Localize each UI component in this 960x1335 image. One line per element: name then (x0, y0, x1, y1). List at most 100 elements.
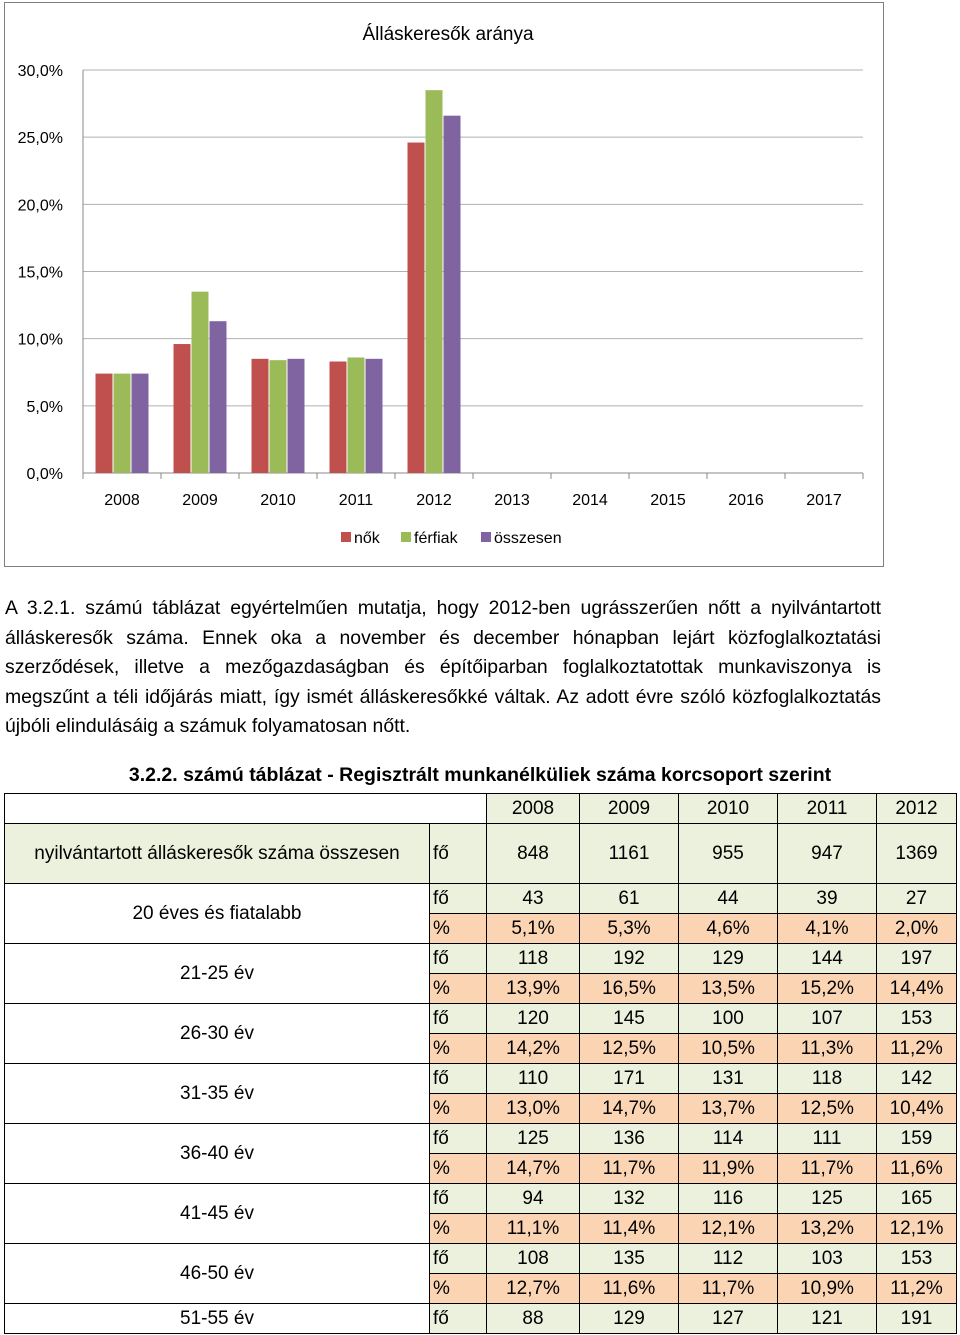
count-cell: 135 (579, 1243, 679, 1274)
percent-cell: 16,5% (579, 973, 679, 1004)
total-value: 955 (678, 823, 778, 884)
x-tick-label: 2012 (416, 492, 452, 509)
unit-cell: fő (429, 1303, 487, 1334)
count-cell: 118 (486, 943, 580, 974)
count-cell: 110 (486, 1063, 580, 1094)
legend-label: nők (354, 530, 381, 547)
percent-cell: 13,9% (486, 973, 580, 1004)
unit-cell: % (429, 1213, 487, 1244)
unit-cell: % (429, 1093, 487, 1124)
bar-összesen (443, 115, 461, 473)
x-tick-label: 2011 (339, 492, 374, 509)
percent-cell: 14,2% (486, 1033, 580, 1064)
total-value: 1369 (876, 823, 957, 884)
percent-cell: 10,4% (876, 1093, 957, 1124)
table-row: 41-45 év fő 94 132 116 125 165 (4, 1183, 957, 1244)
count-cell: 108 (486, 1243, 580, 1274)
x-tick-label: 2013 (494, 492, 530, 509)
percent-cell: 12,5% (579, 1033, 679, 1064)
bar-chart: Álláskeresők aránya 0,0% 5,0% 10,0% 15,0% 20,… (18, 24, 864, 547)
bar-összesen (209, 321, 227, 473)
count-cell: 125 (777, 1183, 877, 1214)
unit-cell: fő (429, 823, 487, 884)
count-cell: 116 (678, 1183, 778, 1214)
percent-cell: 13,7% (678, 1093, 778, 1124)
year-header: 2011 (777, 793, 877, 824)
count-cell: 44 (678, 883, 778, 914)
legend-label: összesen (494, 530, 562, 547)
count-cell: 197 (876, 943, 957, 974)
unit-cell: fő (429, 1063, 487, 1094)
count-cell: 27 (876, 883, 957, 914)
y-tick-label: 30,0% (18, 63, 63, 80)
count-cell: 107 (777, 1003, 877, 1034)
y-tick-label: 25,0% (18, 130, 63, 147)
percent-cell: 4,1% (777, 913, 877, 944)
year-header: 2010 (678, 793, 778, 824)
table-row: 51-55 év fő 88 129 127 121 191 (4, 1303, 957, 1334)
age-group-label: 36-40 év (4, 1123, 430, 1184)
age-group-label: 41-45 év (4, 1183, 430, 1244)
count-cell: 192 (579, 943, 679, 974)
count-cell: 39 (777, 883, 877, 914)
percent-cell: 11,2% (876, 1033, 957, 1064)
year-header: 2009 (579, 793, 679, 824)
unit-cell: % (429, 1153, 487, 1184)
y-tick-label: 10,0% (18, 332, 63, 349)
percent-cell: 11,6% (579, 1273, 679, 1304)
count-cell: 88 (486, 1303, 580, 1334)
body-paragraph: A 3.2.1. számú táblázat egyértelműen mut… (5, 597, 881, 737)
percent-cell: 14,4% (876, 973, 957, 1004)
table-row: 26-30 év fő 120 145 100 107 153 (4, 1003, 957, 1064)
count-cell: 131 (678, 1063, 778, 1094)
table-row: % 12,7% 11,6% 11,7% 10,9% 11,2% (5, 1273, 957, 1304)
table-row: 20 éves és fiatalabb fő 43 61 44 39 27 (4, 883, 957, 944)
unit-cell: % (429, 913, 487, 944)
x-tick-label: 2016 (728, 492, 764, 509)
count-cell: 136 (579, 1123, 679, 1154)
percent-cell: 13,2% (777, 1213, 877, 1244)
y-tick-label: 20,0% (18, 197, 63, 214)
x-tick-label: 2008 (104, 492, 140, 509)
count-cell: 111 (777, 1123, 877, 1154)
bar-nők (95, 373, 113, 473)
header-blank-cell (4, 793, 487, 824)
count-cell: 145 (579, 1003, 679, 1034)
count-cell: 94 (486, 1183, 580, 1214)
count-cell: 103 (777, 1243, 877, 1274)
percent-cell: 11,4% (579, 1213, 679, 1244)
count-cell: 127 (678, 1303, 778, 1334)
percent-cell: 13,5% (678, 973, 778, 1004)
table-row: 46-50 év fő 108 135 112 103 153 (4, 1243, 957, 1304)
bar-nők (251, 358, 269, 473)
percent-cell: 10,9% (777, 1273, 877, 1304)
y-tick-label: 0,0% (27, 466, 63, 483)
x-tick-label: 2009 (182, 492, 218, 509)
legend-swatch (401, 532, 411, 542)
percent-cell: 2,0% (876, 913, 957, 944)
percent-cell: 11,9% (678, 1153, 778, 1184)
count-cell: 142 (876, 1063, 957, 1094)
percent-cell: 15,2% (777, 973, 877, 1004)
percent-cell: 12,1% (876, 1213, 957, 1244)
percent-cell: 11,7% (579, 1153, 679, 1184)
year-header: 2008 (486, 793, 580, 824)
count-cell: 112 (678, 1243, 778, 1274)
table-title: 3.2.2. számú táblázat - Regisztrált munk… (128, 764, 832, 786)
percent-cell: 11,3% (777, 1033, 877, 1064)
count-cell: 61 (579, 883, 679, 914)
percent-cell: 12,7% (486, 1273, 580, 1304)
bar-férfiak (113, 373, 131, 473)
age-group-label: 51-55 év (4, 1303, 430, 1334)
legend-swatch (481, 532, 491, 542)
total-value: 1161 (579, 823, 679, 884)
year-header: 2012 (876, 793, 957, 824)
bar-férfiak (347, 357, 365, 473)
percent-cell: 11,7% (678, 1273, 778, 1304)
bar-férfiak (425, 90, 443, 474)
unit-cell: % (429, 1033, 487, 1064)
chart-frame: Álláskeresők aránya 0,0% 5,0% 10,0% 15,0% 20,… (4, 2, 884, 567)
legend-label: férfiak (414, 530, 459, 547)
total-value: 947 (777, 823, 877, 884)
age-group-table: 2008 2009 2010 2011 2012 nyilvántartott állás… (4, 793, 957, 1334)
